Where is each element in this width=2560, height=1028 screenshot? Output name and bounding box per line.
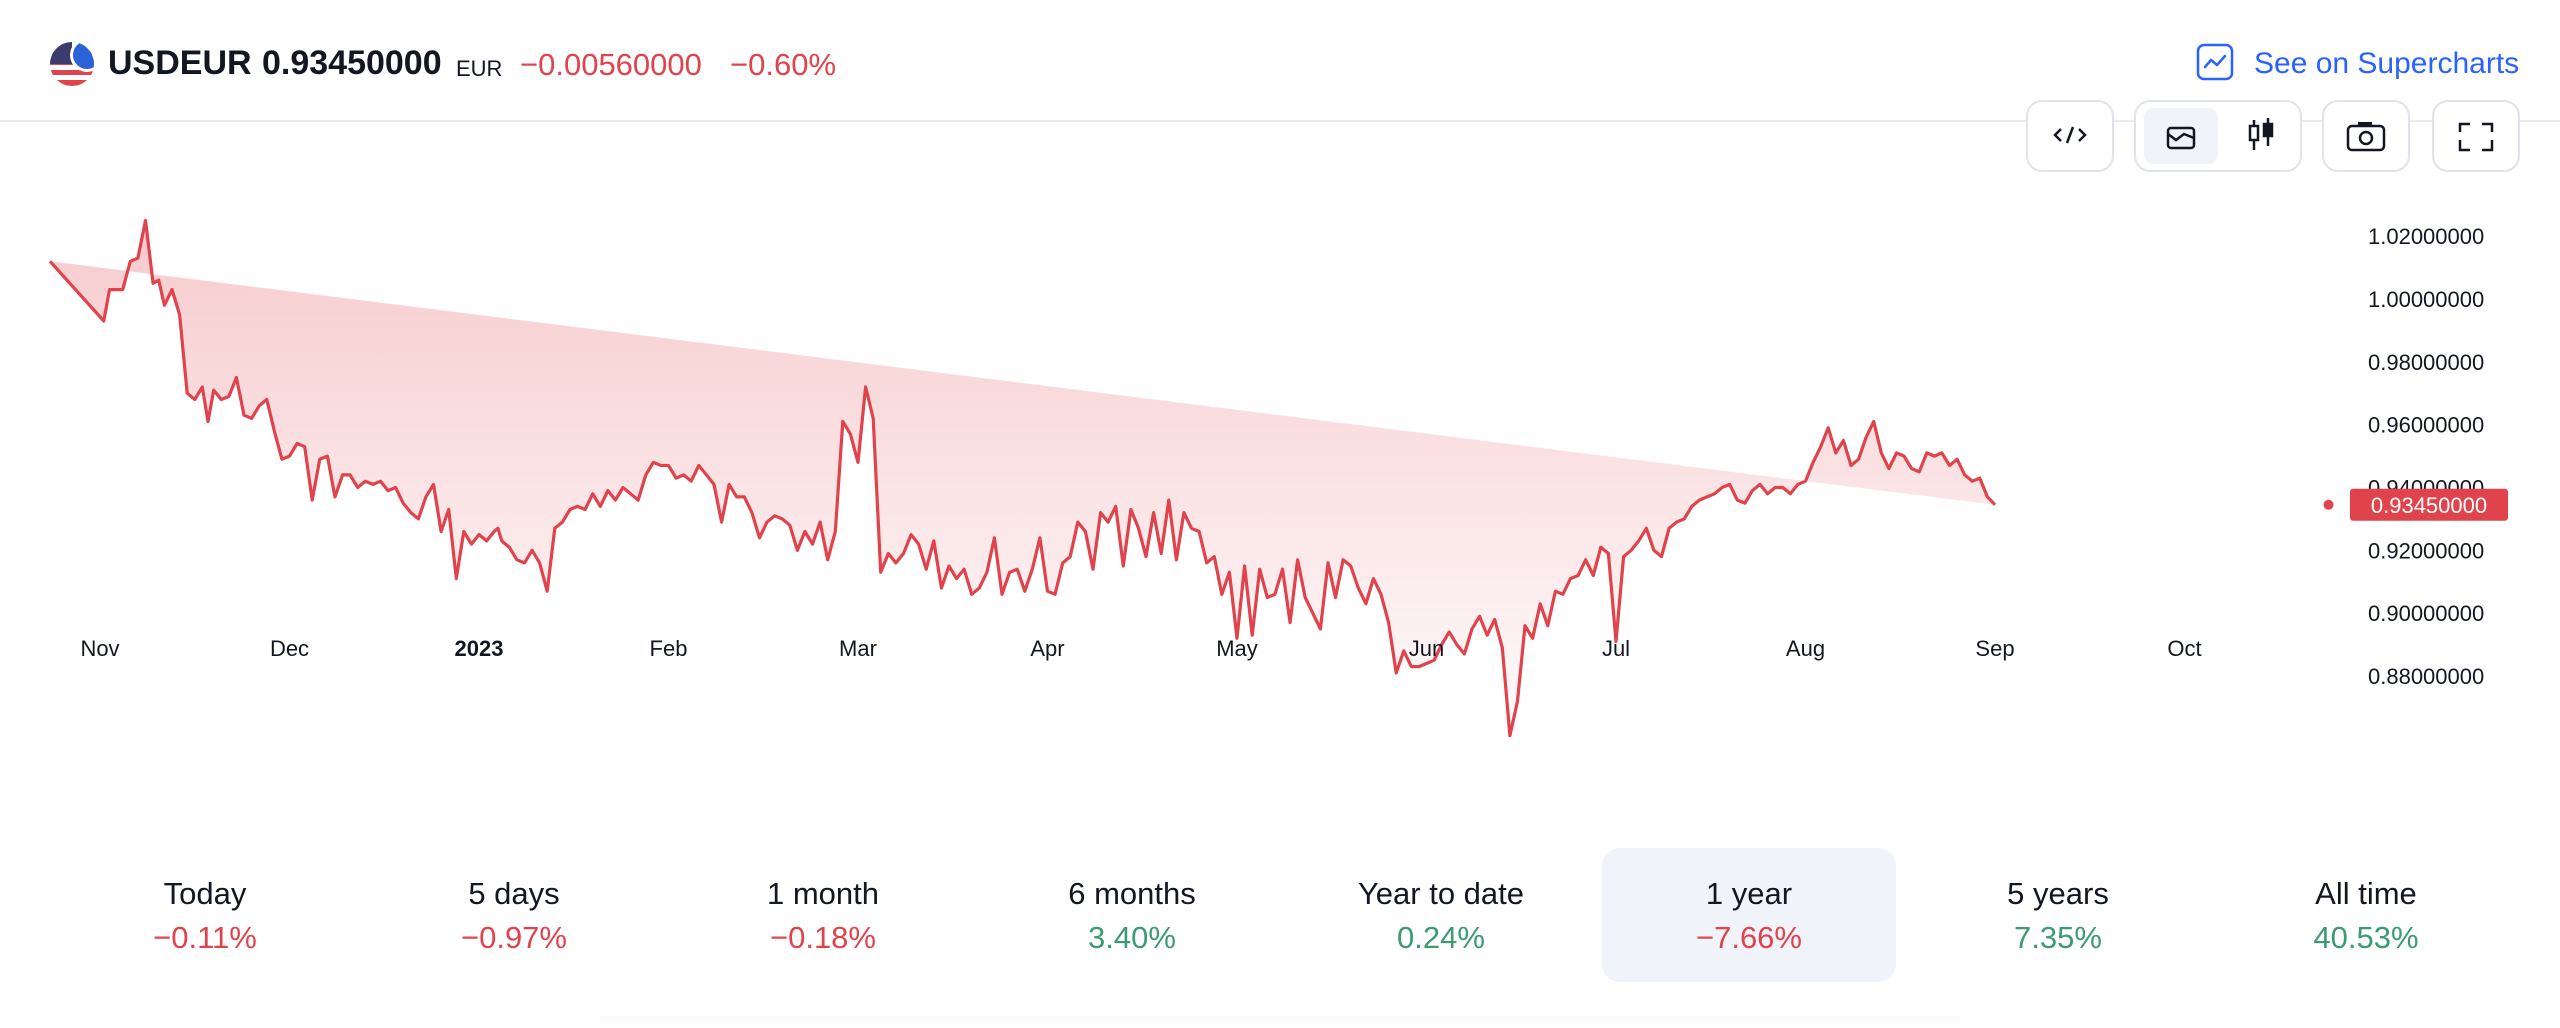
x-tick-label: Nov <box>80 636 119 661</box>
period-year-to-date[interactable]: Year to date 0.24% <box>1294 848 1588 982</box>
scroll-fade <box>600 1016 1960 1028</box>
period-1-year[interactable]: 1 year −7.66% <box>1602 848 1896 982</box>
period-change: 3.40% <box>1088 920 1176 955</box>
y-tick-label: 0.98000000 <box>2368 350 2484 375</box>
period-label: Year to date <box>1357 876 1525 911</box>
period-change: −0.11% <box>153 920 257 955</box>
area-style-button[interactable] <box>2144 108 2218 164</box>
period-change: 40.53% <box>2313 920 2419 955</box>
fullscreen-button[interactable] <box>2432 100 2520 172</box>
y-tick-label: 1.00000000 <box>2368 287 2484 312</box>
area-chart-icon <box>2166 126 2196 150</box>
camera-icon <box>2346 122 2386 152</box>
price-line <box>48 218 1997 738</box>
period-5-years[interactable]: 5 years 7.35% <box>1911 848 2205 982</box>
period-6-months[interactable]: 6 months 3.40% <box>985 848 1279 982</box>
symbol-header: USDEUR 0.93450000 EUR −0.00560000 −0.60%… <box>0 0 2560 122</box>
y-tick-label: 0.92000000 <box>2368 538 2484 563</box>
supercharts-link-label: See on Supercharts <box>2254 47 2520 80</box>
last-price-badge-label: 0.93450000 <box>2371 493 2487 518</box>
period-change: 7.35% <box>2014 920 2102 955</box>
period-change: −7.66% <box>1695 920 1802 955</box>
embed-code-button[interactable] <box>2026 100 2114 172</box>
screenshot-button[interactable] <box>2322 100 2410 172</box>
period-change: −0.18% <box>769 920 876 955</box>
price-change: −0.00560000 <box>520 47 702 82</box>
period-label: All time <box>2315 876 2417 911</box>
fullscreen-icon <box>2458 122 2494 152</box>
candlestick-icon[interactable] <box>2226 102 2296 172</box>
currency-label: EUR <box>456 56 503 81</box>
last-price: 0.93450000 <box>262 44 442 82</box>
y-tick-label: 0.88000000 <box>2368 664 2484 689</box>
chart-style-toggle[interactable] <box>2134 100 2302 172</box>
period-label: 1 month <box>766 876 879 911</box>
x-tick-label: Sep <box>1975 636 2014 661</box>
price-area-fill <box>50 220 1995 736</box>
price-change-percent: −0.60% <box>730 47 837 82</box>
x-tick-label: Jul <box>1602 636 1630 661</box>
symbol-name: USDEUR <box>108 44 252 82</box>
period-today[interactable]: Today −0.11% <box>58 848 352 982</box>
period-selector: Today −0.11% 5 days −0.97% 1 month −0.18… <box>0 848 2560 984</box>
period-label: 5 days <box>468 876 560 911</box>
x-tick-label: May <box>1216 636 1258 661</box>
period-change: −0.97% <box>460 920 567 955</box>
supercharts-icon <box>2196 43 2234 86</box>
period-label: 5 years <box>2007 876 2109 911</box>
x-tick-label: 2023 <box>455 636 504 661</box>
x-tick-label: Oct <box>2167 636 2201 661</box>
y-tick-label: 1.02000000 <box>2368 224 2484 249</box>
x-tick-label: Feb <box>650 636 688 661</box>
period-label: Today <box>163 876 247 911</box>
period-5-days[interactable]: 5 days −0.97% <box>367 848 661 982</box>
period-label: 6 months <box>1068 876 1196 911</box>
x-tick-label: Dec <box>270 636 309 661</box>
period-label: 1 year <box>1705 876 1793 911</box>
period-change: 0.24% <box>1397 920 1485 955</box>
x-tick-label: Aug <box>1786 636 1825 661</box>
y-tick-label: 0.96000000 <box>2368 413 2484 438</box>
x-tick-label: Mar <box>839 636 877 661</box>
usd-eur-flag-icon <box>50 42 94 86</box>
price-chart[interactable]: Nov Dec 2023 Feb Mar Apr May Jun Jul Aug Sep Oct 1.… <box>0 122 2560 822</box>
last-price-badge <box>2350 488 2508 521</box>
x-tick-label: Jun <box>1409 636 1444 661</box>
x-tick-label: Apr <box>1030 636 1064 661</box>
period-1-month[interactable]: 1 month −0.18% <box>676 848 970 982</box>
last-price-dot <box>2323 499 2334 510</box>
embed-code-icon <box>2053 126 2087 144</box>
period-all-time[interactable]: All time 40.53% <box>2219 848 2513 982</box>
y-tick-label: 0.90000000 <box>2368 601 2484 626</box>
see-on-supercharts-link[interactable]: See on Supercharts <box>2196 42 2519 86</box>
